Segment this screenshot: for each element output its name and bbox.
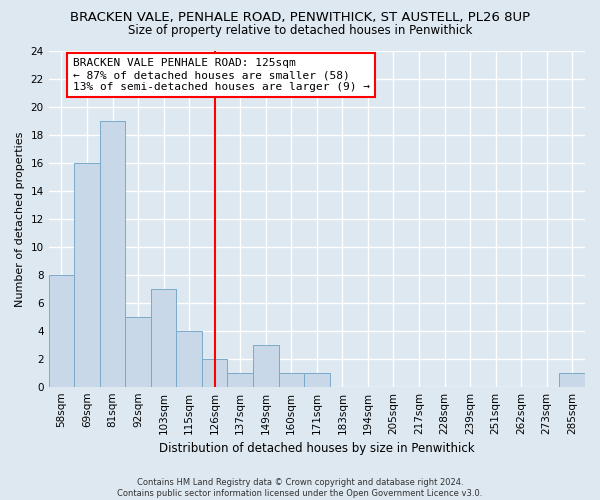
Bar — [227, 372, 253, 386]
Bar — [278, 372, 304, 386]
Bar — [100, 122, 125, 386]
Bar — [202, 358, 227, 386]
Text: Contains HM Land Registry data © Crown copyright and database right 2024.
Contai: Contains HM Land Registry data © Crown c… — [118, 478, 482, 498]
Bar — [125, 317, 151, 386]
Bar — [49, 275, 74, 386]
Bar — [176, 331, 202, 386]
Text: BRACKEN VALE PENHALE ROAD: 125sqm
← 87% of detached houses are smaller (58)
13% : BRACKEN VALE PENHALE ROAD: 125sqm ← 87% … — [73, 58, 370, 92]
Text: Size of property relative to detached houses in Penwithick: Size of property relative to detached ho… — [128, 24, 472, 37]
Bar — [151, 289, 176, 386]
Text: BRACKEN VALE, PENHALE ROAD, PENWITHICK, ST AUSTELL, PL26 8UP: BRACKEN VALE, PENHALE ROAD, PENWITHICK, … — [70, 11, 530, 24]
Bar — [559, 372, 585, 386]
Bar — [253, 345, 278, 387]
Y-axis label: Number of detached properties: Number of detached properties — [15, 132, 25, 307]
X-axis label: Distribution of detached houses by size in Penwithick: Distribution of detached houses by size … — [159, 442, 475, 455]
Bar — [304, 372, 329, 386]
Bar — [74, 163, 100, 386]
